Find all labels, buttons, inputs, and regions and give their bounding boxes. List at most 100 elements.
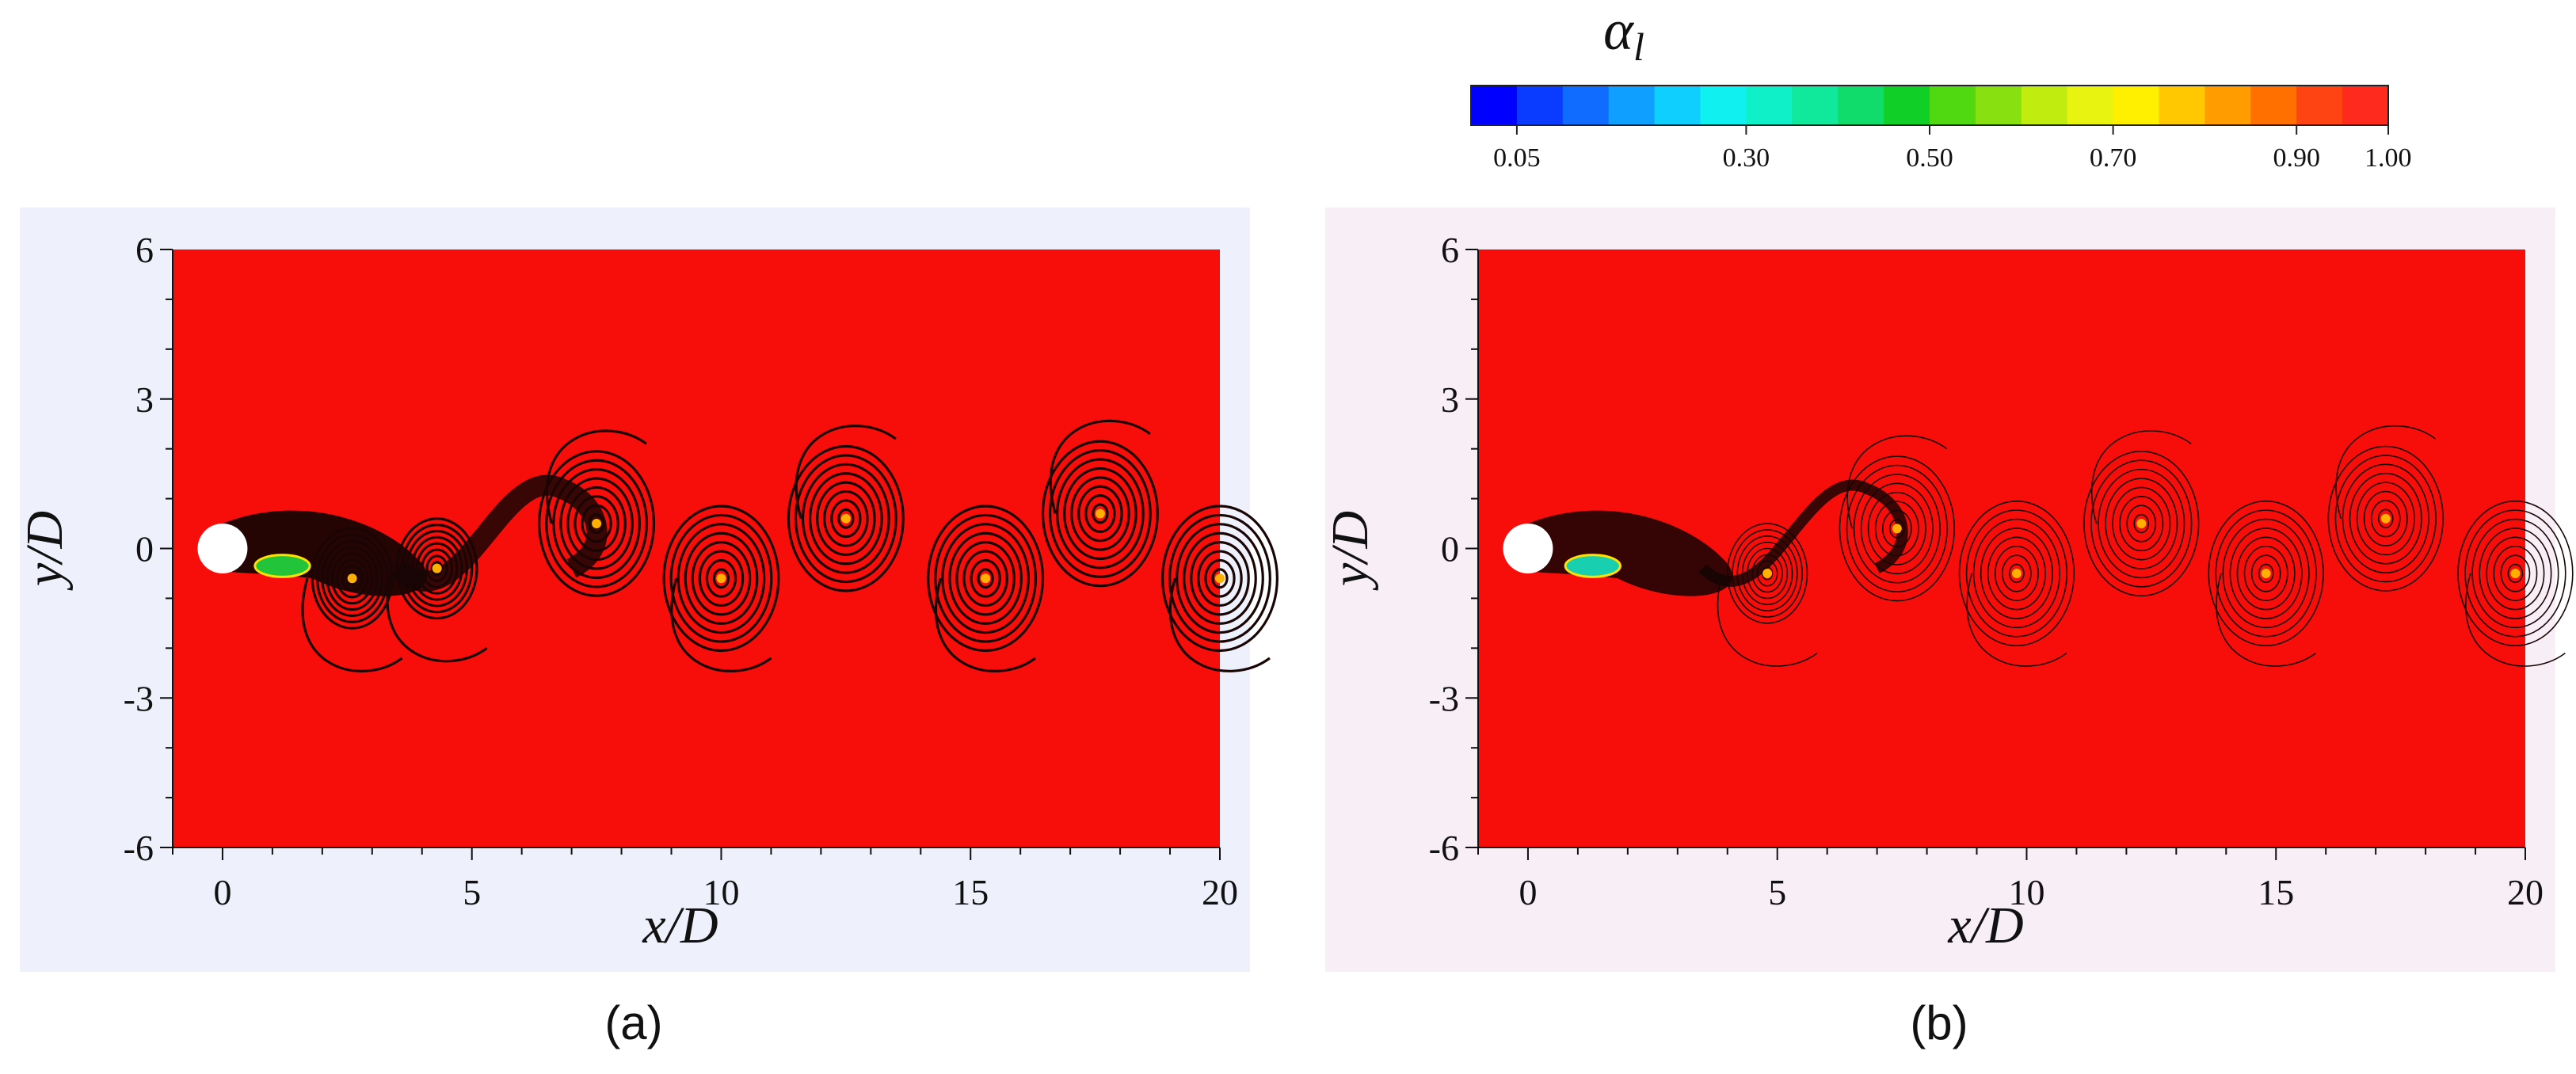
vortex-contour: [2090, 459, 2193, 588]
colorbar-ticks: 0.05 0.30 0.50 0.70 0.90 1.00: [1493, 125, 2412, 173]
vortex-contour: [1084, 494, 1116, 533]
vortex-core: [840, 513, 851, 524]
vortex-contour: [934, 513, 1038, 643]
vortex-contour: [1741, 541, 1793, 606]
y-axis-label: y/D: [16, 511, 74, 591]
vortex-contour: [326, 546, 379, 611]
vortex-contour: [1176, 523, 1264, 634]
vortex-contour: [948, 531, 1023, 625]
colorbar-swatch: [2021, 86, 2068, 125]
braid-contour: [1168, 577, 1271, 672]
vortex-core: [2261, 568, 2271, 578]
panel-b: 0 5 10 15 20 6 3 0 -3 -6 x/D y/D (b): [1321, 208, 2574, 1049]
braid-contour: [2216, 573, 2317, 667]
x-tick-label: 0: [213, 872, 231, 912]
colorbar-swatch: [1746, 86, 1793, 125]
vortex-contour: [794, 454, 897, 584]
vortex-contour: [1972, 518, 2060, 629]
vortex-contour: [691, 541, 752, 616]
vortex-contour: [2479, 527, 2552, 619]
vortex-contour: [2258, 563, 2274, 584]
vortex-contour: [1839, 455, 1955, 602]
y-tick-label: 6: [1441, 230, 1459, 270]
vortex-contour: [1092, 503, 1109, 524]
vortex-contour: [1161, 505, 1278, 653]
vortex-core: [347, 573, 357, 584]
vortex-contour: [1881, 509, 1912, 547]
vortex-contour: [2377, 508, 2394, 528]
braid-contour: [2465, 573, 2566, 667]
colorbar-tick-label: 0.90: [2273, 143, 2320, 173]
vortex-core: [1762, 568, 1773, 578]
y-tick-label: -6: [124, 828, 154, 868]
vortex-contour: [1211, 568, 1229, 589]
vortex-contour: [1204, 558, 1236, 598]
colorbar-swatch: [2113, 86, 2160, 125]
vortex-contour: [1070, 476, 1130, 551]
vortex-contour: [816, 481, 876, 556]
vortex-contour: [2229, 527, 2303, 619]
vortex-contour: [2363, 490, 2408, 547]
braid-contour: [301, 577, 403, 672]
vortex-contour: [837, 508, 855, 529]
braid-contour: [934, 577, 1037, 672]
vortex-contour: [345, 570, 359, 586]
vortex-contour: [2222, 518, 2310, 629]
panel-b-plot: 0 5 10 15 20 6 3 0 -3 -6 x/D y/D: [1321, 230, 2574, 954]
colorbar-swatch: [1700, 86, 1747, 125]
panel-a-plot: 0 5 10 15 20 6 3 0 -3 -6 x/D y/D: [16, 230, 1278, 954]
colorbar-swatch: [1608, 86, 1656, 125]
vortex-contour: [2342, 463, 2429, 573]
vortex-contour: [830, 499, 862, 539]
braid-contour: [2090, 430, 2192, 524]
vortex-contour: [684, 531, 759, 625]
cavity-region: [253, 554, 311, 578]
vortex-contour: [2098, 468, 2185, 579]
vortex-contour: [2334, 455, 2437, 583]
x-axis-label: x/D: [1947, 897, 2023, 954]
vortex-contour: [1751, 554, 1783, 593]
vortex-contour: [698, 550, 745, 607]
vortex-contour: [2327, 445, 2444, 592]
vortex-contour: [662, 505, 780, 653]
vortex-contour: [1183, 531, 1257, 625]
vortex-contour: [1846, 464, 1948, 592]
vortex-contour: [962, 550, 1008, 607]
vortex: [2457, 500, 2574, 667]
x-tick-label: 5: [1768, 872, 1786, 912]
vortex-contour: [1063, 467, 1137, 561]
colorbar-tick-label: 0.50: [1906, 143, 1953, 173]
vortex-contour: [425, 554, 448, 582]
vortex-core: [1892, 524, 1902, 534]
wake-contours: [222, 419, 1278, 672]
vortex-contour: [705, 558, 737, 598]
cavity-region: [1564, 554, 1621, 578]
vortex: [662, 505, 780, 672]
vortex-core: [716, 573, 726, 584]
x-tick-label: 0: [1519, 872, 1537, 912]
braid-contour: [545, 429, 648, 524]
vortex-contour: [977, 568, 994, 589]
colorbar-swatch: [1838, 86, 1884, 125]
vortex-contour: [415, 542, 459, 595]
vortex-core: [2510, 568, 2521, 578]
colorbar: αl 0.05 0.30 0.50 0.70 0.90 1.00: [1470, 0, 2412, 173]
y-tick-label: -3: [1429, 678, 1459, 718]
vortex-contour: [395, 517, 478, 620]
vortex-contour: [1980, 527, 2053, 619]
colorbar-swatch: [2204, 86, 2251, 125]
vortex: [1839, 435, 1955, 602]
vortex-contour: [2464, 509, 2566, 638]
x-tick-label: 10: [2008, 872, 2044, 912]
vortex-contour: [2215, 509, 2317, 638]
vortex-contour: [1860, 482, 1934, 575]
vortex-contour: [809, 472, 883, 566]
vortex-contour: [588, 513, 605, 535]
colorbar-tick-label: 0.30: [1723, 143, 1770, 173]
vortex: [927, 505, 1045, 672]
vortex-contour: [574, 495, 619, 552]
vortex-contour: [2126, 505, 2157, 543]
y-tick-label: 0: [135, 529, 154, 569]
vortex-contour: [2457, 500, 2574, 646]
vortex-contour: [1888, 519, 1905, 539]
